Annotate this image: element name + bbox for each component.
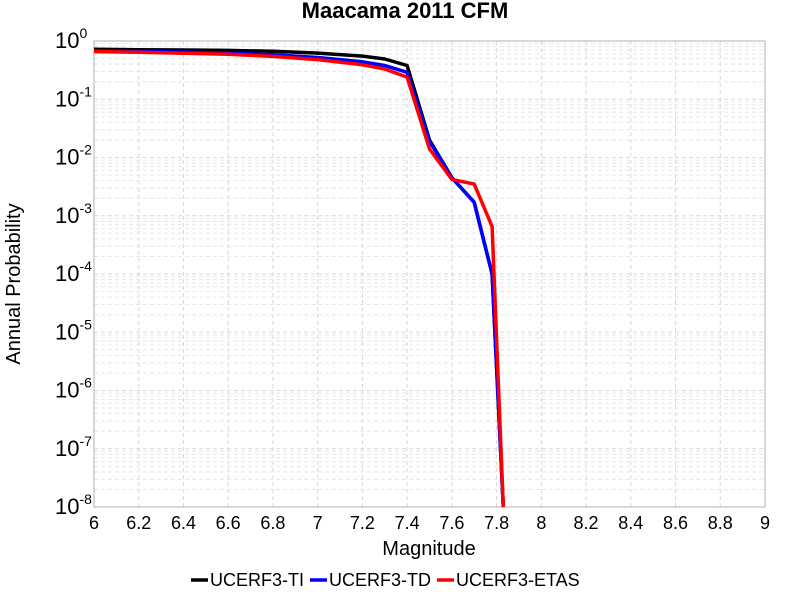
x-tick-label: 6 [89, 513, 99, 533]
x-tick-label: 8.8 [708, 513, 733, 533]
chart-title: Maacama 2011 CFM [302, 0, 509, 23]
y-tick-label: 10-6 [55, 375, 92, 403]
x-tick-label: 8 [536, 513, 546, 533]
legend-label: UCERF3-TI [210, 570, 304, 590]
legend-label: UCERF3-ETAS [456, 570, 580, 590]
x-tick-label: 8.4 [618, 513, 643, 533]
x-tick-label: 8.6 [663, 513, 688, 533]
x-tick-label: 6.2 [126, 513, 151, 533]
grid [93, 40, 766, 508]
x-tick-label: 6.6 [216, 513, 241, 533]
x-tick-label: 8.2 [574, 513, 599, 533]
legend: UCERF3-TI UCERF3-TD UCERF3-ETAS [191, 570, 580, 590]
x-tick-label: 7.8 [484, 513, 509, 533]
y-tick-label: 100 [55, 25, 87, 53]
x-tick-labels: 6 6.2 6.4 6.6 6.8 7 7.2 7.4 7.6 7.8 8 8.2 8.4 8.6 8.8 9 [89, 513, 770, 533]
y-tick-labels: 100 10-1 10-2 10-3 10-4 10-5 10-6 10-7 10-8 [55, 25, 92, 519]
series-line [93, 49, 506, 508]
y-tick-label: 10-3 [55, 200, 92, 228]
y-tick-label: 10-1 [55, 83, 92, 111]
x-tick-label: 6.8 [260, 513, 285, 533]
x-tick-label: 7.2 [350, 513, 375, 533]
series-lines [93, 47, 506, 508]
x-tick-label: 7 [313, 513, 323, 533]
legend-label: UCERF3-TD [329, 570, 431, 590]
series-line [93, 47, 506, 508]
x-axis-label: Magnitude [382, 538, 475, 560]
y-axis-label: Annual Probability [3, 203, 25, 364]
y-tick-label: 10-5 [55, 316, 92, 344]
series-line [93, 49, 506, 508]
x-tick-label: 9 [760, 513, 770, 533]
y-tick-label: 10-8 [55, 491, 92, 519]
y-tick-label: 10-7 [55, 433, 92, 461]
y-tick-label: 10-2 [55, 142, 92, 170]
x-tick-label: 7.4 [395, 513, 420, 533]
y-tick-label: 10-4 [55, 258, 92, 286]
plot-frame [93, 40, 766, 508]
x-tick-label: 7.6 [439, 513, 464, 533]
x-tick-label: 6.4 [171, 513, 196, 533]
